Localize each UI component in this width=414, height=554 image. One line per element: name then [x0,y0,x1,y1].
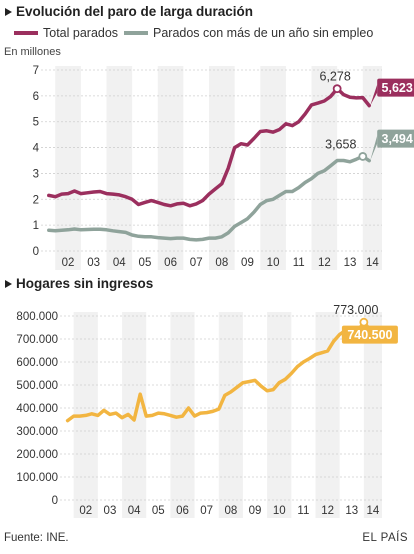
y-tick-label: 400.000 [16,403,58,415]
y-ticks-2: 0 100.000 200.000 300.000 400.000 500.000 600.… [16,311,58,507]
y-tick-label: 300.000 [16,426,58,438]
y-ticks-1: 0 1 2 3 4 5 6 7 [33,65,40,258]
y-tick-label: 2 [33,194,39,206]
y-tick-label: 200.000 [16,449,58,461]
series-line-households [65,320,372,423]
x-tick-label: 04 [113,257,126,269]
peak-marker-total [332,84,342,94]
year-band [260,66,286,270]
x-tick-label: 09 [249,505,262,517]
x-tick-label: 14 [366,257,379,269]
y-tick-label: 7 [33,65,39,77]
x-tick-label: 06 [164,257,177,269]
chart-unemployment: Evolución del paro de larga duración Tot… [4,4,414,270]
year-band [267,312,292,518]
x-tick-label: 11 [297,505,309,517]
series-line-long-term [47,154,371,242]
year-band [106,66,133,270]
year-band [218,312,243,518]
x-tick-label: 08 [224,505,237,517]
x-ticks-1: 02 03 04 05 06 07 08 09 10 11 12 13 14 [62,257,380,269]
y-tick-label: 3 [33,168,39,180]
y-tick-label: 500.000 [16,380,58,392]
value-tag-households [341,325,398,344]
x-tick-label: 08 [215,257,228,269]
publisher-logo: EL PAÍS [362,531,408,544]
source-note: Fuente: INE. [4,532,69,544]
x-tick-label: 03 [104,505,117,517]
y-tick-label: 6 [33,91,39,103]
band-group-1 [55,66,382,270]
x-tick-label: 13 [345,505,358,517]
y-tick-label: 100.000 [16,472,58,484]
x-tick-label: 12 [318,257,331,269]
x-tick-label: 02 [62,257,75,269]
x-ticks-2: 02 03 04 05 06 07 08 09 10 11 12 13 14 [79,505,380,517]
y-tick-label: 0 [33,246,39,258]
value-tag-total [377,78,414,97]
y-tick-label: 5 [33,117,39,129]
legend-label-long-term: Parados con más de un año sin empleo [153,26,373,40]
x-tick-label: 14 [367,505,380,517]
peak-label-long-term: 3,658 [325,137,356,151]
x-tick-label: 07 [200,505,213,517]
chart-households: Hogares sin ingresos 0 100.000 200.000 300.… [5,276,398,518]
x-tick-label: 05 [139,257,152,269]
grid-group-2 [60,315,382,501]
year-band [55,66,81,270]
series-line-total [47,86,371,208]
grid-group-1 [41,69,382,252]
y-tick-label: 4 [33,143,40,155]
value-tag-label-total: 5,623 [382,81,413,95]
year-band [362,66,382,270]
band-group-2 [73,312,382,518]
chart-1-title: Evolución del paro de larga duración [16,4,253,19]
chart-1-unit-label: En millones [4,46,61,58]
value-tag-pointer-total [370,84,378,106]
peak-label-total: 6,278 [320,70,351,84]
value-tag-label-long-term: 3,494 [382,132,413,146]
peak-marker-long-term [358,152,368,161]
title-bullet-icon [5,280,12,288]
year-band [157,66,184,270]
peak-label-households: 773.000 [333,303,378,317]
y-tick-label: 700.000 [16,334,58,346]
x-tick-label: 13 [344,257,357,269]
x-tick-label: 09 [241,257,254,269]
x-tick-label: 10 [267,257,280,269]
x-tick-label: 02 [79,505,92,517]
x-tick-label: 04 [128,505,141,517]
value-tag-long-term [377,129,414,148]
x-tick-label: 07 [190,257,203,269]
y-tick-label: 1 [33,220,39,232]
y-tick-label: 0 [52,495,58,507]
x-tick-label: 11 [293,257,305,269]
value-tag-pointer-households [341,329,371,340]
x-tick-label: 10 [273,505,286,517]
year-band [363,312,382,518]
y-tick-label: 800.000 [16,311,58,323]
year-band [315,312,340,518]
legend-label-total: Total parados [43,26,118,40]
x-tick-label: 12 [321,505,334,517]
x-tick-label: 03 [87,257,100,269]
x-tick-label: 06 [176,505,189,517]
title-bullet-icon [5,8,12,16]
year-band [311,66,338,270]
value-tag-pointer-long-term [370,135,378,161]
x-tick-label: 05 [152,505,165,517]
value-tag-label-households: 740.500 [347,328,392,342]
chart-2-title: Hogares sin ingresos [16,276,153,291]
y-tick-label: 600.000 [16,357,58,369]
peak-marker-households [359,317,369,327]
